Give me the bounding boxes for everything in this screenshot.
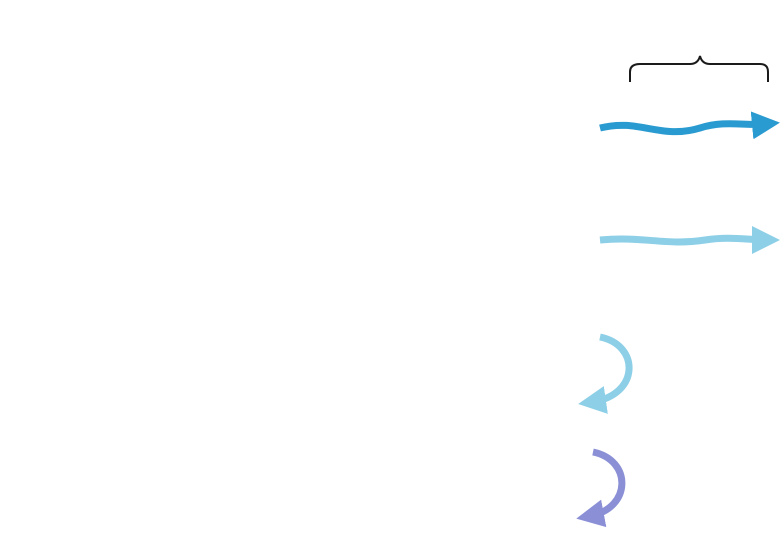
- category-small-polar-molecules: [39, 198, 381, 280]
- category-hydrophobic-molecules: [39, 100, 381, 154]
- passes-arrow-icon: [599, 225, 780, 254]
- category-large-polar-molecules: [39, 324, 381, 408]
- bounce-arrow-icon: [576, 448, 626, 528]
- bounce-arrow-icon: [578, 333, 633, 414]
- brace-icon: [629, 55, 769, 82]
- category-ions: [39, 452, 381, 506]
- passes-arrow-icon: [599, 111, 780, 140]
